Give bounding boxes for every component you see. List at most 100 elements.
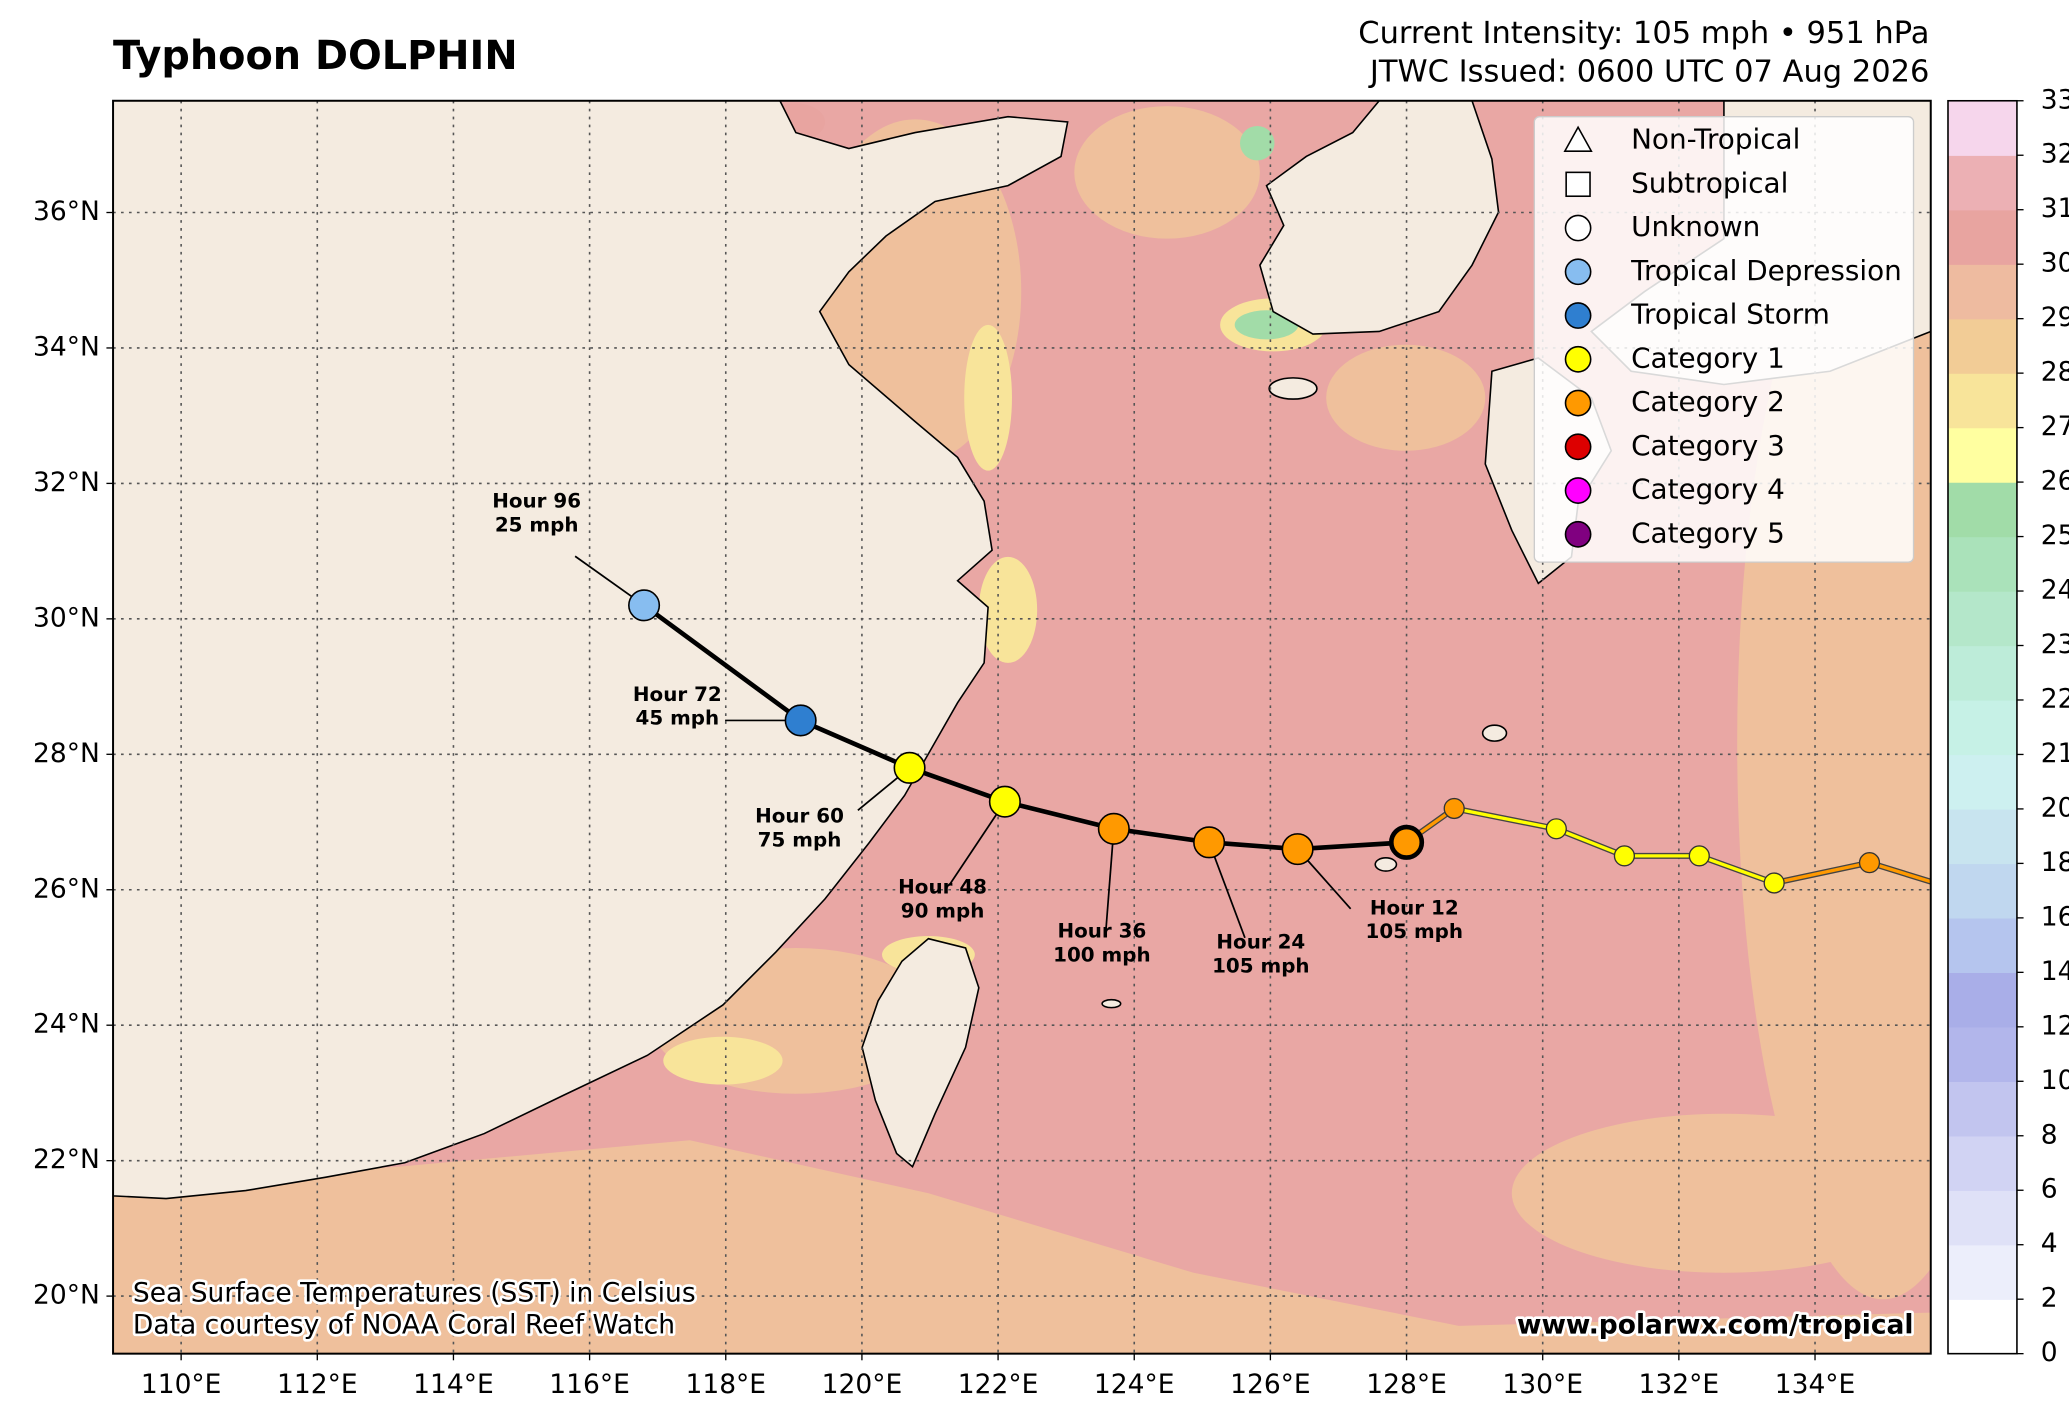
x-tick-label: 116°E bbox=[549, 1369, 630, 1400]
colorbar: 0246810121416182021222324252627282930313… bbox=[1947, 84, 2069, 1368]
korea bbox=[1259, 100, 1500, 335]
colorbar-band bbox=[1947, 1299, 2017, 1355]
colorbar-band bbox=[1947, 1026, 2017, 1082]
forecast-point bbox=[1193, 826, 1226, 859]
colorbar-tick-label: 12 bbox=[2041, 1010, 2069, 1041]
colorbar-tick-label: 25 bbox=[2041, 520, 2069, 551]
legend-label: Category 4 bbox=[1631, 473, 1785, 506]
colorbar-tick-label: 30 bbox=[2041, 248, 2069, 279]
colorbar-tick-label: 6 bbox=[2041, 1174, 2058, 1205]
forecast-wind-label: 100 mph bbox=[1053, 944, 1151, 967]
x-tick-label: 128°E bbox=[1366, 1369, 1447, 1400]
y-tick-label: 30°N bbox=[33, 602, 100, 633]
y-tick-label: 34°N bbox=[33, 331, 100, 362]
legend-marker bbox=[1564, 302, 1592, 329]
colorbar-band bbox=[1947, 863, 2017, 919]
colorbar-band bbox=[1947, 155, 2017, 211]
colorbar-band bbox=[1947, 754, 2017, 810]
colorbar-frame bbox=[1947, 99, 2018, 1355]
current-position bbox=[1388, 824, 1425, 860]
legend: Non-Tropical Subtropical Unknown Tropical D… bbox=[1563, 123, 1902, 549]
colorbar-tick-label: 22 bbox=[2041, 683, 2069, 714]
colorbar-band bbox=[1947, 427, 2017, 483]
graticule bbox=[113, 100, 1931, 1354]
chart-title: Typhoon DOLPHIN bbox=[113, 33, 518, 79]
forecast-point bbox=[1281, 833, 1314, 866]
colorbar-band bbox=[1947, 536, 2017, 592]
island bbox=[1374, 857, 1398, 872]
colorbar-tick-label: 4 bbox=[2041, 1228, 2058, 1259]
colorbar-tick-label: 23 bbox=[2041, 629, 2069, 660]
legend-label: Tropical Depression bbox=[1630, 254, 1902, 287]
y-tick-label: 28°N bbox=[33, 738, 100, 769]
colorbar-band bbox=[1947, 1135, 2017, 1191]
forecast-point bbox=[784, 704, 817, 737]
colorbar-band bbox=[1947, 808, 2017, 865]
legend-box bbox=[1533, 116, 1915, 563]
past-point bbox=[1688, 845, 1710, 867]
colorbar-band bbox=[1947, 645, 2017, 701]
colorbar-band bbox=[1947, 972, 2017, 1028]
x-tick-label: 110°E bbox=[141, 1369, 222, 1400]
colorbar-band bbox=[1947, 373, 2017, 429]
axes: 110°E 112°E 114°E 116°E 118°E 120°E 122°E 124°E… bbox=[33, 196, 1855, 1400]
colorbar-band bbox=[1947, 318, 2017, 374]
forecast-point bbox=[628, 589, 661, 622]
forecast-point bbox=[988, 785, 1021, 818]
x-tick-label: 122°E bbox=[958, 1369, 1039, 1400]
note: Sea Surface Temperatures (SST) in Celsiu… bbox=[133, 1278, 696, 1309]
colorbar-tick-label: 18 bbox=[2041, 847, 2069, 878]
legend-marker bbox=[1564, 214, 1592, 242]
legend-marker bbox=[1565, 171, 1591, 198]
colorbar-tick-label: 31 bbox=[2041, 193, 2069, 224]
forecast-hour-label: Hour 60 bbox=[755, 804, 844, 827]
legend-label: Unknown bbox=[1631, 210, 1760, 243]
colorbar-band bbox=[1947, 1244, 2017, 1300]
colorbar-band bbox=[1947, 917, 2017, 974]
past-point bbox=[1443, 797, 1465, 820]
y-tick-label: 26°N bbox=[33, 873, 100, 904]
forecast-wind-label: 25 mph bbox=[495, 513, 579, 536]
y-tick-label: 24°N bbox=[33, 1009, 100, 1040]
legend-marker bbox=[1564, 520, 1592, 548]
x-tick-label: 132°E bbox=[1639, 1369, 1720, 1400]
past-point bbox=[1613, 845, 1636, 867]
colorbar-band bbox=[1947, 482, 2017, 538]
legend-label: Category 1 bbox=[1631, 341, 1785, 374]
island bbox=[1481, 724, 1508, 742]
colorbar-band bbox=[1947, 264, 2017, 320]
legend-label: Category 3 bbox=[1631, 429, 1785, 462]
colorbar-band bbox=[1947, 1190, 2017, 1246]
map-frame bbox=[112, 99, 1932, 1355]
y-tick-label: 32°N bbox=[33, 467, 100, 498]
legend-marker bbox=[1564, 477, 1592, 504]
y-tick-label: 20°N bbox=[33, 1280, 100, 1311]
colorbar-tick-label: 14 bbox=[2041, 956, 2069, 987]
past-track-segment bbox=[1698, 854, 1775, 885]
colorbar-band bbox=[1947, 100, 2017, 156]
past-track-segment bbox=[1453, 806, 1557, 831]
forecast-wind-label: 75 mph bbox=[758, 828, 842, 851]
legend-label: Subtropical bbox=[1631, 166, 1788, 199]
forecast-hour-label: Hour 36 bbox=[1057, 920, 1146, 943]
colorbar-tick-label: 20 bbox=[2041, 792, 2069, 823]
legend-marker bbox=[1564, 433, 1592, 461]
colorbar-tick-label: 33 bbox=[2041, 84, 2069, 115]
legend-label: Category 5 bbox=[1631, 516, 1785, 549]
x-tick-label: 134°E bbox=[1775, 1369, 1856, 1400]
x-tick-label: 126°E bbox=[1230, 1369, 1311, 1400]
forecast-hour-label: Hour 12 bbox=[1370, 896, 1459, 919]
colorbar-tick-label: 27 bbox=[2041, 411, 2069, 442]
x-tick-label: 114°E bbox=[413, 1369, 494, 1400]
colorbar-band bbox=[1947, 699, 2017, 756]
jeju bbox=[1268, 377, 1318, 400]
colorbar-tick-label: 10 bbox=[2041, 1065, 2069, 1096]
forecast-hour-label: Hour 48 bbox=[898, 875, 987, 898]
past-point bbox=[1545, 818, 1567, 840]
past-track-segment bbox=[1555, 827, 1626, 858]
y-tick-label: 22°N bbox=[33, 1144, 100, 1175]
island bbox=[1101, 998, 1122, 1009]
past-track-segment bbox=[1773, 861, 1870, 885]
